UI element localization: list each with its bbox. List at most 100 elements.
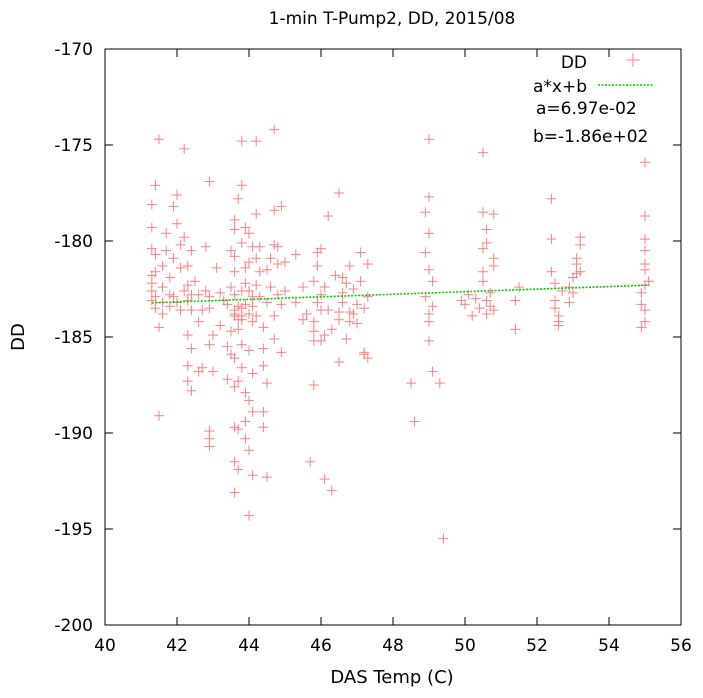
x-tick-label: 54 xyxy=(598,636,620,656)
dd-point xyxy=(240,262,251,273)
y-tick-label: -200 xyxy=(54,616,93,636)
dd-point xyxy=(362,259,373,270)
dd-point xyxy=(182,280,193,291)
dd-point xyxy=(168,291,179,302)
dd-point xyxy=(636,299,647,310)
dd-point xyxy=(481,237,492,248)
dd-point xyxy=(319,474,330,485)
legend: DD a*x+b a=6.97e-02 b=-1.86e+02 xyxy=(533,53,653,147)
dd-point xyxy=(236,180,247,191)
fit-param-b: b=-1.86e+02 xyxy=(533,127,648,147)
dd-point xyxy=(308,326,319,337)
dd-point xyxy=(262,264,272,275)
dd-point xyxy=(409,416,420,427)
x-tick-label: 44 xyxy=(238,636,260,656)
fit-param-a: a=6.97e-02 xyxy=(536,99,637,119)
dd-point xyxy=(244,510,254,521)
dd-point xyxy=(240,222,251,233)
legend-dd-label: DD xyxy=(561,53,587,73)
dd-point xyxy=(348,284,359,294)
dd-point xyxy=(236,136,247,147)
dd-point xyxy=(488,305,499,316)
y-tick-label: -180 xyxy=(54,232,93,252)
dd-point xyxy=(190,276,200,287)
dd-point xyxy=(197,362,208,373)
dd-point xyxy=(290,249,301,260)
dd-point xyxy=(244,308,254,319)
dd-point xyxy=(233,324,244,335)
dd-point xyxy=(204,176,215,187)
dd-point xyxy=(640,245,650,256)
dd-point xyxy=(244,257,254,268)
legend-dd-marker xyxy=(626,53,640,67)
dd-point xyxy=(175,262,186,273)
dd-point xyxy=(330,270,341,281)
dd-point xyxy=(244,395,254,406)
dd-point xyxy=(269,310,280,321)
x-tick-label: 56 xyxy=(670,636,692,656)
dd-point xyxy=(269,333,280,344)
dd-point xyxy=(262,378,272,389)
dd-point xyxy=(424,316,434,327)
dd-point xyxy=(636,322,647,333)
dd-point xyxy=(229,224,240,235)
dd-point xyxy=(182,360,193,371)
dd-point xyxy=(308,316,319,327)
dd-point xyxy=(424,264,434,275)
dd-point xyxy=(240,299,251,310)
dd-point xyxy=(233,464,244,475)
dd-point xyxy=(150,266,161,277)
dd-point xyxy=(265,282,276,293)
dd-point xyxy=(154,134,164,145)
dd-point xyxy=(193,316,204,327)
dd-point xyxy=(251,280,262,291)
dd-point xyxy=(262,297,272,308)
dd-point xyxy=(204,339,215,350)
dd-point xyxy=(352,318,362,329)
dd-point xyxy=(182,295,193,306)
dd-point xyxy=(200,241,211,252)
plot-frame xyxy=(104,48,682,626)
dd-point xyxy=(636,287,647,298)
dd-point xyxy=(553,316,564,327)
dd-point xyxy=(150,180,161,191)
dd-point xyxy=(240,416,251,427)
dd-point xyxy=(323,211,334,222)
dd-point xyxy=(154,322,164,333)
dd-point xyxy=(222,299,233,310)
dd-point xyxy=(427,301,438,312)
y-tick-label: -190 xyxy=(54,424,93,444)
dd-point xyxy=(643,276,654,287)
dd-point xyxy=(251,136,262,147)
dd-point xyxy=(352,299,362,310)
dd-point xyxy=(478,243,488,254)
dd-point xyxy=(341,278,352,289)
dd-point xyxy=(550,278,560,289)
dd-point xyxy=(478,266,488,277)
dd-point xyxy=(438,533,449,544)
dd-point xyxy=(251,253,262,264)
fit-line-group xyxy=(151,284,649,304)
dd-point xyxy=(420,247,431,258)
dd-point xyxy=(640,259,650,270)
y-axis-label: DD xyxy=(8,323,29,351)
fit-line xyxy=(151,284,649,304)
dd-point xyxy=(150,249,161,260)
dd-point xyxy=(478,276,488,287)
dd-point xyxy=(215,287,226,298)
y-tick-label: -175 xyxy=(54,136,93,156)
dd-point xyxy=(344,316,355,327)
dd-point xyxy=(276,347,287,358)
dd-point xyxy=(323,305,334,316)
dd-point xyxy=(229,289,240,300)
dd-point xyxy=(200,285,211,296)
dd-point xyxy=(182,376,193,387)
dd-point xyxy=(204,303,215,314)
dd-point xyxy=(146,285,157,296)
dd-point xyxy=(146,222,157,233)
dd-point xyxy=(427,276,438,287)
dd-point xyxy=(154,410,164,421)
dd-point xyxy=(229,214,240,225)
dd-point xyxy=(226,326,236,337)
